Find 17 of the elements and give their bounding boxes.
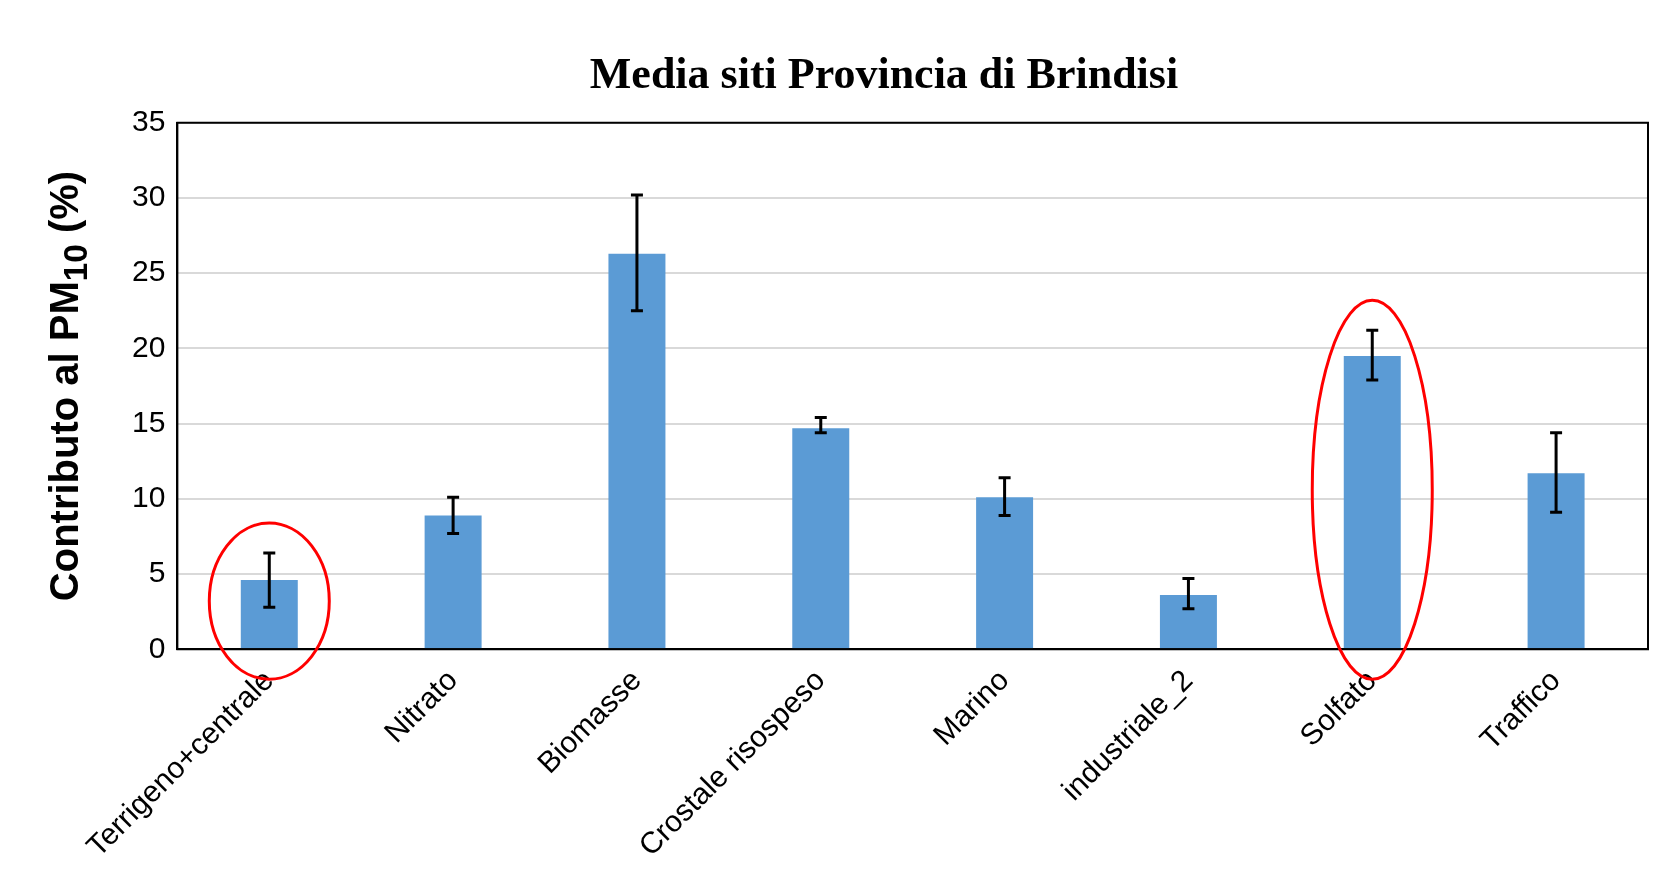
y-tick-label: 25 <box>131 254 166 288</box>
y-tick-label: 5 <box>148 555 166 589</box>
bar <box>1159 595 1217 649</box>
bar <box>240 580 298 649</box>
y-tick-label: 30 <box>131 179 166 213</box>
y-tick-label: 0 <box>148 630 166 664</box>
y-tick-label: 35 <box>131 104 166 138</box>
bar <box>976 497 1034 649</box>
y-tick-label: 10 <box>131 480 166 514</box>
bar <box>1527 473 1585 649</box>
bar <box>792 428 850 649</box>
bar <box>608 253 666 649</box>
bar <box>424 515 482 649</box>
chart-title: Media siti Provincia di Brindisi <box>589 48 1179 98</box>
bar <box>1343 355 1401 649</box>
y-tick-label: 20 <box>131 329 166 363</box>
y-tick-label: 15 <box>131 404 166 438</box>
